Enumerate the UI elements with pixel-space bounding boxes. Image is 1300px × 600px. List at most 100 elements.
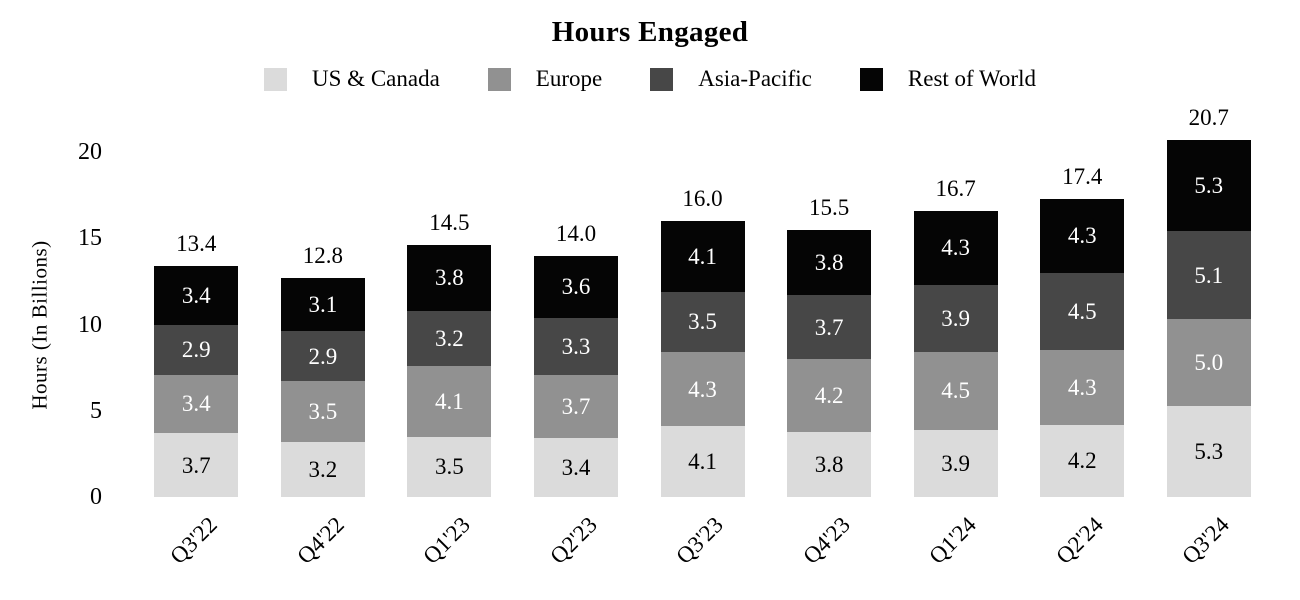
bar-segment-q2-23-rest-of-world: 3.6: [533, 255, 618, 318]
legend-item-us-canada: US & Canada: [264, 66, 440, 92]
bar-segment-q3-23-europe: 4.3: [660, 352, 745, 427]
bar-slot-q2-24: 17.4 4.3 4.5 4.3 4.2: [1019, 90, 1146, 497]
bar-slot-q4-23: 15.5 3.8 3.7 4.2 3.8: [766, 90, 893, 497]
legend-label-us-canada: US & Canada: [312, 66, 440, 91]
segment-value-label: 3.6: [561, 274, 591, 300]
bar-q4-23: 3.8 3.7 4.2 3.8: [787, 229, 872, 497]
x-tick-q4-23: Q4'23: [797, 512, 855, 569]
segment-value-label: 3.2: [435, 325, 464, 351]
x-tick-q3-23: Q3'23: [671, 512, 729, 569]
segment-value-label: 3.5: [308, 399, 338, 425]
bar-slot-q4-22: 12.8 3.1 2.9 3.5 3.2: [260, 90, 387, 497]
bar-segment-q3-24-rest-of-world: 5.3: [1166, 139, 1251, 232]
bar-segment-q1-23-asia-pacific: 3.2: [407, 310, 492, 366]
segment-value-label: 3.1: [308, 292, 338, 318]
bar-slot-q1-24: 16.7 4.3 3.9 4.5 3.9: [892, 90, 1019, 497]
y-tick-15: 15: [78, 225, 102, 252]
bar-segment-q4-23-asia-pacific: 3.7: [787, 295, 872, 359]
x-tick-q3-24: Q3'24: [1177, 512, 1235, 569]
x-tick-q1-23: Q1'23: [418, 512, 476, 569]
bar-segment-q1-23-us-canada: 3.5: [407, 436, 492, 497]
bar-segment-q1-23-rest-of-world: 3.8: [407, 245, 492, 311]
bar-segment-q3-24-asia-pacific: 5.1: [1166, 231, 1251, 320]
bar-slot-q3-22: 13.4 3.4 2.9 3.4 3.7: [133, 90, 260, 497]
segment-value-label: 4.3: [941, 235, 971, 261]
bar-segment-q4-23-rest-of-world: 3.8: [787, 229, 872, 296]
segment-value-label: 4.2: [1067, 448, 1097, 474]
bar-segment-q2-23-asia-pacific: 3.3: [533, 317, 618, 375]
segment-value-label: 3.8: [435, 265, 464, 291]
bar-segment-q3-22-europe: 3.4: [154, 374, 239, 434]
bar-segment-q4-23-us-canada: 3.8: [787, 431, 872, 497]
legend: US & Canada Europe Asia-Pacific Rest of Wor…: [0, 66, 1300, 92]
bar-segment-q2-24-us-canada: 4.2: [1040, 424, 1125, 497]
segment-value-label: 3.7: [814, 314, 844, 340]
segment-value-label: 4.1: [688, 243, 717, 269]
y-tick-0: 0: [90, 484, 102, 510]
bar-total-label-q1-23: 14.5: [429, 210, 470, 236]
segment-value-label: 3.9: [941, 450, 971, 476]
y-tick-10: 10: [78, 311, 102, 338]
segment-value-label: 3.4: [181, 282, 211, 308]
segment-value-label: 4.5: [1067, 299, 1097, 325]
bar-segment-q3-22-rest-of-world: 3.4: [154, 266, 239, 325]
legend-swatch-us-canada: [264, 67, 288, 91]
bar-segment-q2-24-rest-of-world: 4.3: [1040, 198, 1125, 273]
bar-segment-q4-22-us-canada: 3.2: [280, 441, 365, 497]
x-tick-q3-22: Q3'22: [165, 512, 222, 569]
segment-value-label: 2.9: [308, 343, 338, 369]
segment-value-label: 4.3: [688, 376, 717, 402]
segment-value-label: 3.4: [181, 391, 211, 417]
legend-label-asia-pacific: Asia-Pacific: [698, 66, 812, 91]
x-tick-q1-24: Q1'24: [924, 512, 982, 569]
bar-slot-q3-24: 20.7 5.3 5.1 5.0 5.3: [1146, 90, 1273, 497]
segment-value-label: 2.9: [181, 337, 211, 363]
segment-value-label: 3.4: [561, 455, 591, 481]
bar-segment-q1-24-asia-pacific: 3.9: [913, 284, 998, 353]
segment-value-label: 3.8: [814, 249, 844, 275]
bar-total-label-q4-23: 15.5: [808, 194, 850, 220]
bar-q1-24: 4.3 3.9 4.5 3.9: [913, 210, 998, 497]
segment-value-label: 3.2: [308, 456, 338, 482]
y-tick-20: 20: [78, 139, 102, 165]
bar-segment-q1-24-europe: 4.5: [913, 352, 998, 430]
segment-value-label: 3.5: [688, 309, 717, 335]
segment-value-label: 4.2: [814, 382, 844, 408]
segment-value-label: 5.3: [1194, 173, 1224, 199]
bar-q4-22: 3.1 2.9 3.5 3.2: [280, 277, 365, 497]
bar-segment-q3-24-us-canada: 5.3: [1166, 405, 1251, 497]
segment-value-label: 3.8: [814, 451, 844, 477]
segment-value-label: 4.5: [941, 378, 971, 404]
segment-value-label: 5.1: [1194, 262, 1224, 288]
bar-total-label-q1-24: 16.7: [935, 175, 976, 201]
bar-q3-23: 4.1 3.5 4.3 4.1: [660, 221, 745, 497]
bar-total-label-q3-23: 16.0: [682, 186, 723, 212]
segment-value-label: 4.1: [435, 388, 464, 414]
bar-slot-q2-23: 14.0 3.6 3.3 3.7 3.4: [513, 90, 640, 497]
bar-slot-q3-23: 16.0 4.1 3.5 4.3 4.1: [639, 90, 766, 497]
bar-segment-q2-24-europe: 4.3: [1040, 350, 1125, 425]
bar-segment-q4-23-europe: 4.2: [787, 359, 872, 432]
bar-segment-q4-22-europe: 3.5: [280, 381, 365, 442]
bar-total-label-q3-24: 20.7: [1188, 104, 1229, 130]
bar-segment-q4-22-rest-of-world: 3.1: [280, 277, 365, 332]
bar-segment-q1-24-rest-of-world: 4.3: [913, 210, 998, 285]
bar-total-label-q2-24: 17.4: [1062, 163, 1103, 189]
bar-total-label-q3-22: 13.4: [176, 231, 217, 257]
bar-segment-q3-23-asia-pacific: 3.5: [660, 291, 745, 353]
segment-value-label: 3.7: [561, 394, 591, 419]
y-tick-5: 5: [90, 397, 102, 424]
bar-segment-q2-23-us-canada: 3.4: [533, 438, 618, 497]
segment-value-label: 3.3: [561, 333, 591, 359]
chart-title: Hours Engaged: [551, 16, 749, 48]
legend-item-asia-pacific: Asia-Pacific: [650, 66, 812, 92]
segment-value-label: 3.9: [941, 305, 971, 331]
x-tick-q4-22: Q4'22: [291, 512, 349, 569]
bar-total-label-q4-22: 12.8: [302, 242, 343, 268]
bar-q3-22: 3.4 2.9 3.4 3.7: [154, 266, 239, 497]
bar-segment-q2-23-europe: 3.7: [533, 374, 618, 439]
legend-swatch-rest-of-world: [859, 67, 883, 91]
bar-segment-q3-23-rest-of-world: 4.1: [660, 221, 745, 292]
legend-swatch-asia-pacific: [650, 67, 674, 91]
